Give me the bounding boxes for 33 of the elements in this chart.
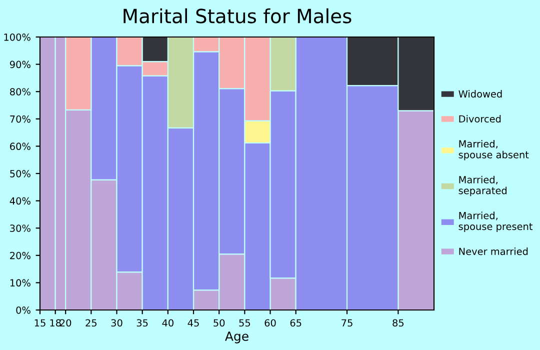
x-tick-label: 20 [60,319,72,327]
x-tick-label: 40 [162,319,174,327]
y-tick-label: 20% [10,252,30,260]
y-tick-label: 100% [4,33,30,41]
y-tick-label: 30% [10,224,30,232]
x-axis-title: Age [225,332,248,344]
x-tick-label: 15 [34,319,46,327]
y-tick-label: 0% [16,306,30,314]
y-tick-label: 40% [10,197,30,205]
x-tick-label: 30 [111,319,122,327]
x-tick-label: 18 [50,319,61,327]
legend-label: Never married [459,248,528,256]
legend-label: Widowed [458,90,502,98]
x-tick-label: 65 [290,319,302,327]
y-tick-label: 90% [10,60,30,68]
legend-label: Married, spouse absent [458,140,529,160]
y-tick-label: 10% [10,279,30,287]
x-tick-label: 45 [188,319,199,327]
x-tick-label: 60 [264,319,276,327]
x-tick-label: 35 [136,319,148,327]
chart-title: Marital Status for Males [124,8,352,24]
y-tick-label: 80% [10,88,30,96]
legend-label: Married, separated [458,176,507,196]
y-tick-label: 50% [10,170,30,178]
x-tick-label: 75 [342,319,352,327]
x-tick-label: 25 [86,319,97,327]
legend-label: Married, spouse present [458,212,533,232]
x-tick-label: 55 [239,319,250,327]
legend-label: Divorced [459,115,501,123]
x-tick-label: 50 [214,319,225,327]
y-tick-label: 60% [10,142,30,150]
x-tick-label: 85 [392,319,404,327]
y-tick-label: 70% [10,115,30,123]
